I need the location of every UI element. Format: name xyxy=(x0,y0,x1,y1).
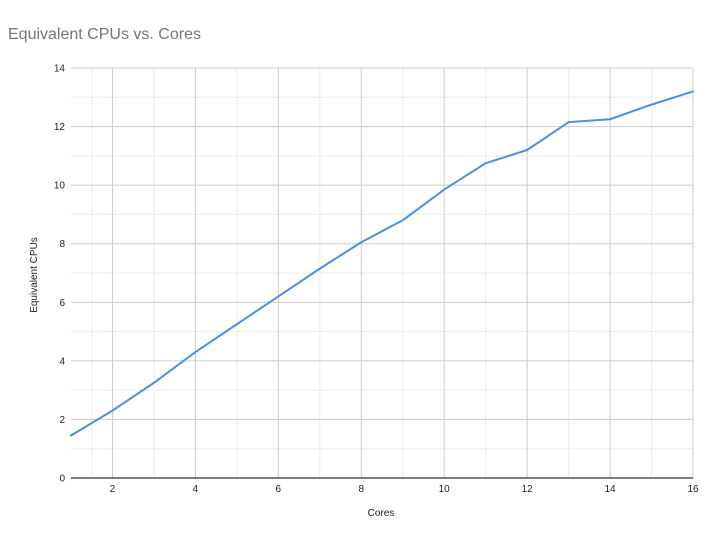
chart-title: Equivalent CPUs vs. Cores xyxy=(8,26,201,43)
series-line xyxy=(70,90,694,437)
y-tick-label: 4 xyxy=(59,356,65,367)
x-tick-label: 12 xyxy=(522,484,534,495)
x-axis-label: Cores xyxy=(368,508,395,519)
x-tick-label: 4 xyxy=(193,484,199,495)
y-tick-label: 12 xyxy=(54,122,66,133)
x-tick-label: 16 xyxy=(687,484,699,495)
y-axis-label: Equivalent CPUs xyxy=(29,237,40,313)
x-tick-label: 14 xyxy=(605,484,617,495)
x-tick-label: 6 xyxy=(276,484,282,495)
y-tick-label: 8 xyxy=(59,239,65,250)
x-tick-label: 10 xyxy=(439,484,451,495)
y-axis-ticks: 0 2 4 6 8 10 12 14 xyxy=(54,64,66,485)
y-tick-label: 14 xyxy=(54,64,66,75)
minor-gridlines xyxy=(71,68,693,478)
x-tick-label: 2 xyxy=(110,484,116,495)
x-tick-label: 8 xyxy=(358,484,364,495)
x-axis-ticks: 2 4 6 8 10 12 14 16 xyxy=(110,484,699,495)
y-tick-label: 6 xyxy=(59,298,65,309)
y-tick-label: 0 xyxy=(59,474,65,485)
series-group xyxy=(70,90,694,437)
y-tick-label: 10 xyxy=(54,181,66,192)
y-tick-label: 2 xyxy=(59,415,65,426)
